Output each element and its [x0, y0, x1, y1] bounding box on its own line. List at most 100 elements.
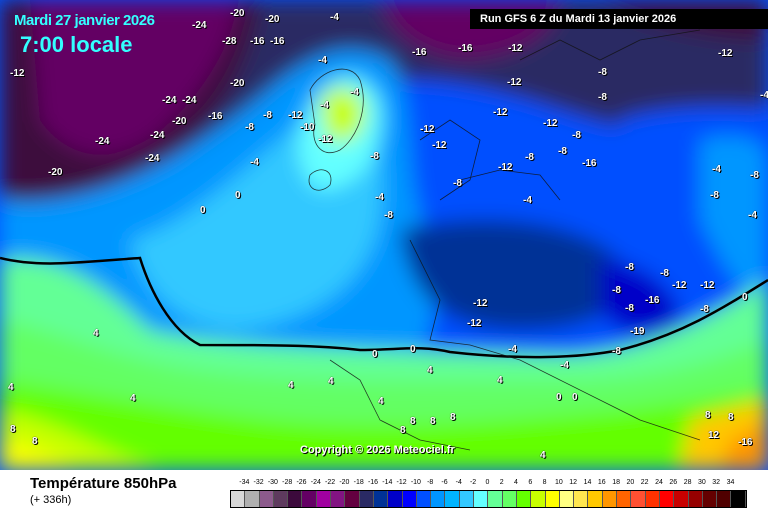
contour-label: -12: [718, 48, 733, 59]
color-swatch: [259, 491, 274, 507]
contour-label: -19: [630, 326, 645, 337]
color-swatch: [345, 491, 360, 507]
contour-label: -16: [645, 295, 660, 306]
color-swatch: [302, 491, 317, 507]
legend-tick: 26: [669, 479, 678, 486]
contour-label: 8: [450, 412, 456, 423]
color-swatch: [431, 491, 446, 507]
contour-label: -16: [582, 158, 597, 169]
legend-tick: 30: [697, 479, 706, 486]
contour-label: -8: [384, 210, 393, 221]
contour-label: -20: [230, 8, 245, 19]
color-scale: [230, 490, 747, 508]
valid-time: 7:00 locale: [20, 32, 133, 57]
contour-label: 8: [430, 416, 436, 427]
temperature-field: [0, 0, 768, 470]
color-swatch: [674, 491, 689, 507]
contour-label: -12: [318, 134, 333, 145]
contour-label: -12: [508, 43, 523, 54]
contour-label: 8: [410, 416, 416, 427]
color-swatch: [531, 491, 546, 507]
color-swatch: [631, 491, 646, 507]
contour-label: 4: [328, 376, 334, 387]
contour-label: 0: [572, 392, 578, 403]
legend-tick: -22: [325, 479, 336, 486]
contour-label: -12: [288, 110, 303, 121]
color-swatch: [731, 491, 746, 507]
legend-tick: -30: [267, 479, 278, 486]
model-run-info: Run GFS 6 Z du Mardi 13 janvier 2026: [470, 9, 768, 29]
color-swatch: [545, 491, 560, 507]
contour-label: -8: [660, 268, 669, 279]
temperature-map[interactable]: -12 -20 -24 -28 -16 -16 -20 -20 -24 -24 -16 -24 -24-…: [0, 0, 768, 470]
color-swatch: [688, 491, 703, 507]
color-swatch: [273, 491, 289, 507]
color-swatch: [617, 491, 632, 507]
contour-label: 8: [400, 425, 406, 436]
legend-tick: -16: [367, 479, 379, 486]
coastlines: [308, 29, 701, 451]
legend-tick: 14: [583, 479, 592, 486]
legend-tick: -32: [253, 479, 264, 486]
contour-label: -4: [320, 100, 329, 111]
color-swatch: [659, 491, 675, 507]
contour-label: -24: [182, 95, 197, 106]
contour-label: -4: [560, 360, 569, 371]
color-swatch: [574, 491, 589, 507]
contour-label: 4: [427, 365, 433, 376]
color-swatch: [645, 491, 660, 507]
contour-label: -8: [598, 67, 607, 78]
contour-label: -8: [700, 304, 709, 315]
contour-label: -8: [598, 92, 607, 103]
color-swatch: [702, 491, 718, 507]
contour-label: -8: [370, 151, 379, 162]
contour-label: -20: [230, 78, 245, 89]
contour-label: 0: [235, 190, 241, 201]
color-swatch: [388, 491, 403, 507]
contour-label: -16: [738, 437, 753, 448]
contour-label: -12: [543, 118, 558, 129]
contour-label: -12: [507, 77, 522, 88]
color-swatch: [488, 491, 503, 507]
contour-label: -8: [572, 130, 581, 141]
contour-label: -8: [245, 122, 254, 133]
legend-footer: Température 850hPa (+ 336h) -34 -32 -30 -28…: [0, 470, 768, 512]
legend-tick: 4: [514, 479, 518, 486]
legend-tick: 6: [528, 479, 533, 486]
contour-label: 0: [742, 292, 748, 303]
contour-label: -4: [330, 12, 339, 23]
color-swatch: [331, 491, 346, 507]
contour-label: 4: [288, 380, 294, 391]
legend-tick: -14: [382, 479, 393, 486]
color-swatch: [502, 491, 517, 507]
legend-tick: -12: [396, 479, 407, 486]
contour-label: -24: [150, 130, 165, 141]
color-swatch: [445, 491, 460, 507]
color-swatch: [359, 491, 374, 507]
contour-label: -28: [222, 36, 237, 47]
legend-tick: -8: [427, 479, 434, 486]
contour-label: 0: [410, 344, 416, 355]
contour-label: -4: [318, 55, 327, 66]
legend-tick: -4: [455, 479, 462, 486]
contour-label: -12: [420, 124, 435, 135]
contour-label: -12: [467, 318, 482, 329]
contour-label: -12: [700, 280, 715, 291]
legend-tick: 22: [640, 479, 649, 486]
contour-label: 0: [556, 392, 562, 403]
legend-tick: -18: [353, 479, 364, 486]
color-swatch: [717, 491, 732, 507]
legend-tick: 2: [499, 479, 504, 486]
contour-label: -10: [300, 122, 315, 133]
legend-tick: 24: [655, 479, 663, 486]
contour-label: 8: [10, 424, 16, 435]
contour-label: -16: [208, 111, 223, 122]
copyright: Copyright © 2026 Meteociel.fr: [300, 444, 455, 456]
contour-label: 8: [705, 410, 711, 421]
legend-tick: 18: [612, 479, 620, 486]
contour-label: -4: [712, 164, 721, 175]
contour-label: -4: [508, 344, 517, 355]
color-swatch: [288, 491, 303, 507]
contour-label: -24: [95, 136, 110, 147]
color-swatch: [231, 491, 246, 507]
